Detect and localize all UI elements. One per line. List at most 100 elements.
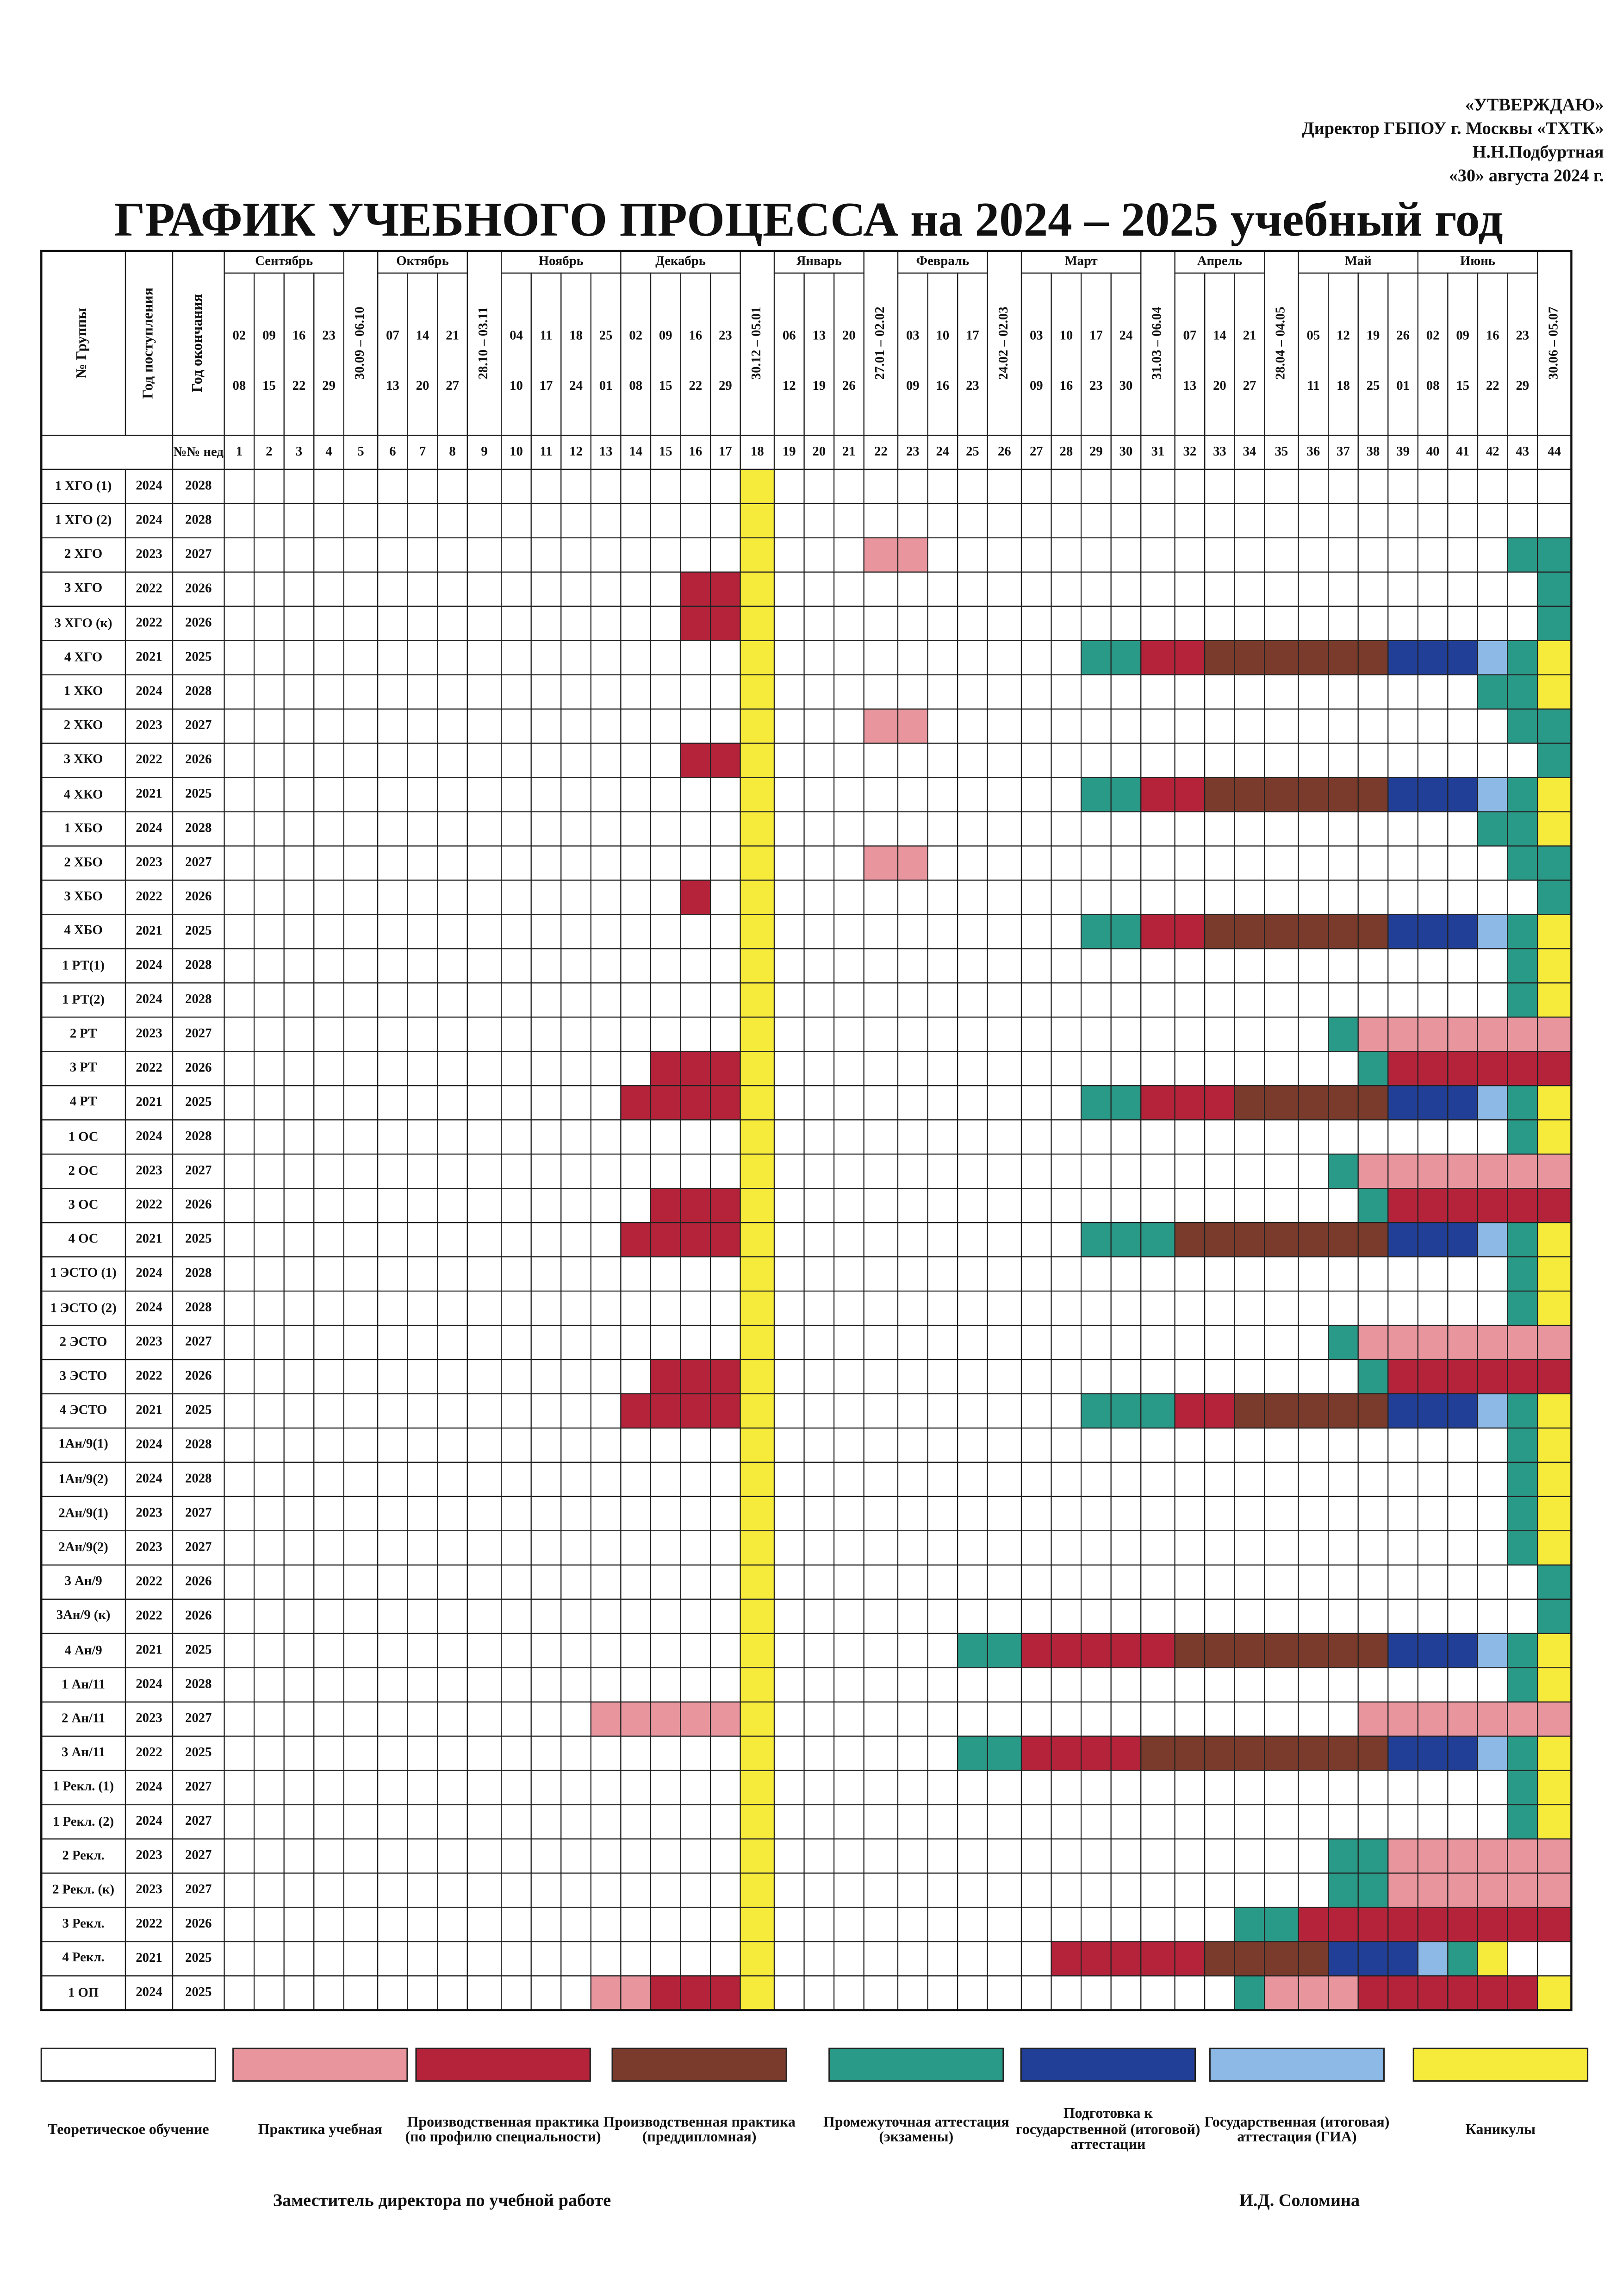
- week-end-day: 10: [510, 378, 523, 393]
- schedule-cell: [773, 1941, 805, 1977]
- schedule-cell: [957, 914, 988, 949]
- schedule-cell: [1204, 1735, 1235, 1771]
- schedule-cell: [620, 640, 652, 675]
- schedule-cell: [740, 1633, 775, 1668]
- schedule-cell: [863, 948, 899, 984]
- schedule-cell: [1110, 1975, 1142, 2011]
- schedule-cell: [343, 1256, 379, 1292]
- schedule-cell: [1264, 1222, 1299, 1258]
- schedule-cell: [1051, 1770, 1082, 1805]
- schedule-cell: [501, 914, 532, 949]
- schedule-cell: [773, 777, 805, 812]
- week-number: 28: [1060, 444, 1073, 459]
- schedule-cell: [530, 1804, 562, 1840]
- schedule-cell: [863, 742, 899, 778]
- schedule-cell: [1536, 1564, 1572, 1600]
- schedule-cell: [530, 1461, 562, 1497]
- schedule-cell: [1140, 1359, 1175, 1395]
- schedule-cell: [927, 1427, 958, 1463]
- schedule-cell: [407, 1393, 438, 1429]
- week-number: 7: [419, 444, 426, 459]
- schedule-cell: [803, 1735, 835, 1771]
- schedule-cell: [833, 1427, 864, 1463]
- schedule-cell: [833, 537, 864, 573]
- schedule-cell: [987, 1907, 1022, 1942]
- group-name: 4 Рекл.: [62, 1950, 105, 1965]
- schedule-cell: [501, 1907, 532, 1942]
- week-start-day: 17: [1089, 328, 1103, 343]
- schedule-cell: [833, 845, 864, 881]
- schedule-cell: [1447, 1393, 1479, 1429]
- schedule-cell: [1298, 468, 1329, 504]
- schedule-cell: [650, 1975, 681, 2011]
- schedule-cell: [407, 1770, 438, 1805]
- schedule-cell: [1477, 1530, 1508, 1566]
- schedule-cell: [1387, 1598, 1418, 1634]
- schedule-cell: [833, 674, 864, 710]
- schedule-cell: [1357, 982, 1389, 1018]
- schedule-cell: [740, 640, 775, 675]
- schedule-cell: [254, 1119, 285, 1155]
- schedule-cell: [740, 571, 775, 607]
- schedule-cell: [1264, 1188, 1299, 1223]
- schedule-cell: [927, 503, 958, 538]
- schedule-cell: [740, 880, 775, 915]
- schedule-cell: [1110, 537, 1142, 573]
- schedule-cell: [957, 1872, 988, 1908]
- schedule-cell: [1357, 1941, 1389, 1977]
- schedule-cell: [283, 1701, 315, 1737]
- schedule-cell: [1536, 1427, 1572, 1463]
- end-year: 2028: [185, 1676, 211, 1691]
- schedule-cell: [957, 468, 988, 504]
- schedule-cell: [1536, 1735, 1572, 1771]
- schedule-cell: [709, 948, 741, 984]
- schedule-cell: [283, 1598, 315, 1634]
- week-number: 1: [236, 444, 243, 459]
- schedule-cell: [1174, 1667, 1206, 1703]
- schedule-cell: [377, 1290, 408, 1326]
- group-name-box: 3 РТ: [70, 1061, 97, 1074]
- schedule-cell: [1447, 1222, 1479, 1258]
- schedule-cell: [437, 1530, 468, 1566]
- schedule-cell: [1387, 1154, 1418, 1189]
- schedule-cell: [740, 1941, 775, 1977]
- schedule-cell: [1447, 1256, 1479, 1292]
- group-name: 2Ан/9(1): [58, 1505, 108, 1520]
- schedule-cell: [1328, 1461, 1359, 1497]
- schedule-cell: [1110, 880, 1142, 915]
- end-year: 2027: [185, 1163, 211, 1178]
- schedule-cell: [1140, 708, 1175, 744]
- schedule-cell: [1536, 1975, 1572, 2011]
- schedule-cell: [313, 674, 344, 710]
- schedule-cell: [1204, 571, 1235, 607]
- schedule-cell: [1328, 1256, 1359, 1292]
- schedule-cell: [803, 503, 835, 538]
- schedule-cell: [773, 1598, 805, 1634]
- schedule-cell: [437, 1838, 468, 1874]
- schedule-cell: [1447, 674, 1479, 710]
- week-end-day: 13: [1183, 378, 1197, 393]
- group-name-box: 2Ан/9(1): [58, 1505, 108, 1520]
- schedule-cell: [437, 1975, 468, 2011]
- schedule-cell: [501, 880, 532, 915]
- schedule-cell: [803, 1804, 835, 1840]
- schedule-cell: [407, 1530, 438, 1566]
- schedule-cell: [377, 1598, 408, 1634]
- schedule-cell: [709, 1359, 741, 1395]
- schedule-cell: [1020, 1222, 1052, 1258]
- cell-border: [590, 272, 622, 436]
- schedule-cell: [740, 1667, 775, 1703]
- schedule-cell: [437, 1017, 468, 1052]
- schedule-cell: [501, 1530, 532, 1566]
- schedule-cell: [620, 1564, 652, 1600]
- schedule-cell: [377, 742, 408, 778]
- schedule-cell: [803, 1051, 835, 1086]
- schedule-cell: [283, 1290, 315, 1326]
- group-name-box: 2 ХГО: [64, 547, 102, 561]
- end-year: 2026: [185, 1916, 211, 1931]
- schedule-cell: [1536, 811, 1572, 847]
- schedule-cell: [590, 1154, 622, 1189]
- schedule-cell: [1110, 914, 1142, 949]
- schedule-cell: [927, 605, 958, 641]
- schedule-cell: [377, 1051, 408, 1086]
